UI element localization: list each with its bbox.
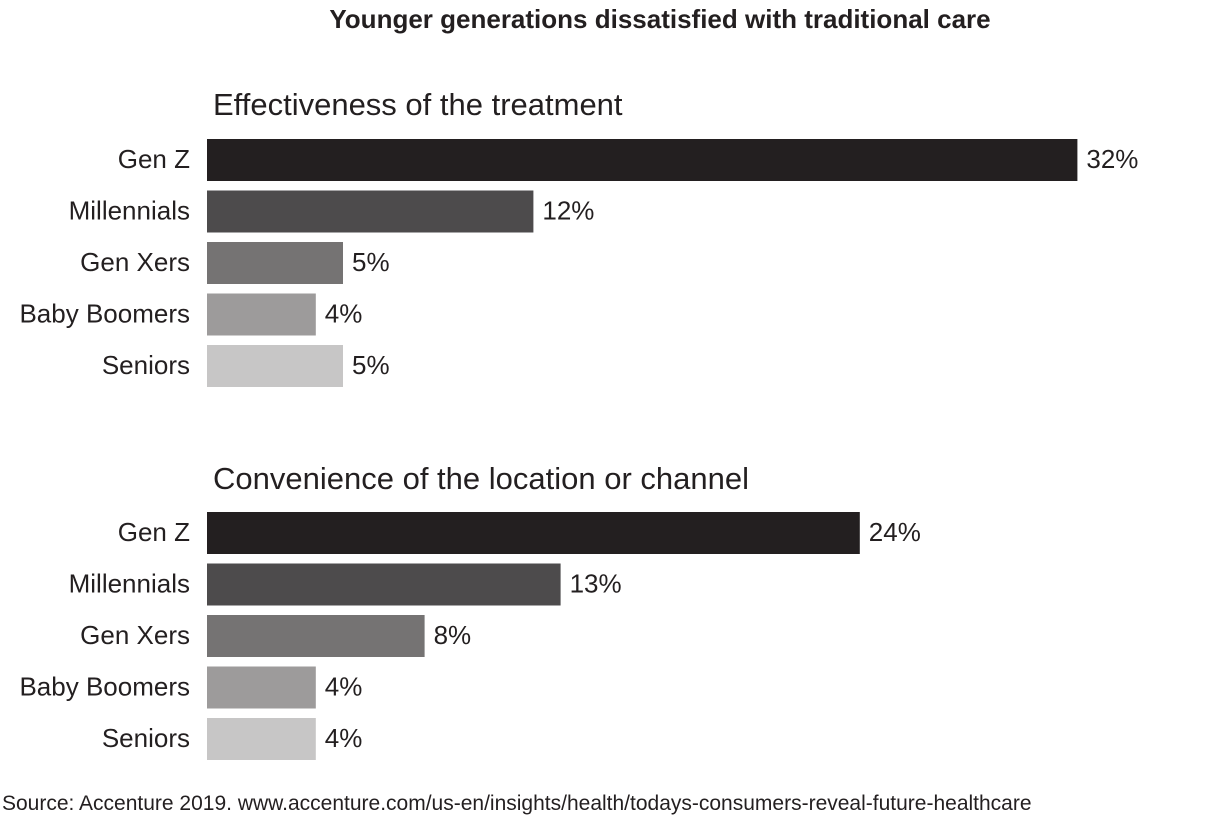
category-label: Gen Xers bbox=[80, 620, 190, 650]
category-label: Gen Z bbox=[118, 517, 190, 547]
bar bbox=[207, 242, 343, 284]
bar bbox=[207, 345, 343, 387]
value-label: 4% bbox=[325, 672, 363, 702]
bar bbox=[207, 615, 425, 657]
bar bbox=[207, 512, 860, 554]
bar bbox=[207, 563, 561, 606]
value-label: 4% bbox=[325, 723, 363, 753]
category-label: Millennials bbox=[69, 196, 190, 226]
value-label: 12% bbox=[542, 196, 594, 226]
value-label: 24% bbox=[869, 517, 921, 547]
value-label: 4% bbox=[325, 299, 363, 329]
panel-title: Effectiveness of the treatment bbox=[213, 87, 623, 122]
value-label: 5% bbox=[352, 247, 390, 277]
category-label: Gen Xers bbox=[80, 247, 190, 277]
bar bbox=[207, 190, 534, 233]
category-label: Baby Boomers bbox=[19, 672, 190, 702]
chart-panel-2: Convenience of the location or channel Ge… bbox=[19, 461, 921, 760]
bar bbox=[207, 718, 316, 760]
value-label: 13% bbox=[570, 569, 622, 599]
category-label: Seniors bbox=[102, 350, 190, 380]
value-label: 5% bbox=[352, 350, 390, 380]
category-label: Baby Boomers bbox=[19, 299, 190, 329]
chart-title: Younger generations dissatisfied with tr… bbox=[329, 4, 991, 34]
bar bbox=[207, 293, 316, 336]
chart-panel-1: Effectiveness of the treatment Gen Z 32% Mi… bbox=[19, 87, 1138, 387]
category-label: Millennials bbox=[69, 569, 190, 599]
category-label: Gen Z bbox=[118, 144, 190, 174]
bar bbox=[207, 666, 316, 709]
panel-title: Convenience of the location or channel bbox=[213, 461, 749, 496]
category-label: Seniors bbox=[102, 723, 190, 753]
value-label: 8% bbox=[434, 620, 472, 650]
bar bbox=[207, 139, 1078, 181]
value-label: 32% bbox=[1086, 144, 1138, 174]
source-note: Source: Accenture 2019. www.accenture.co… bbox=[2, 792, 1032, 815]
